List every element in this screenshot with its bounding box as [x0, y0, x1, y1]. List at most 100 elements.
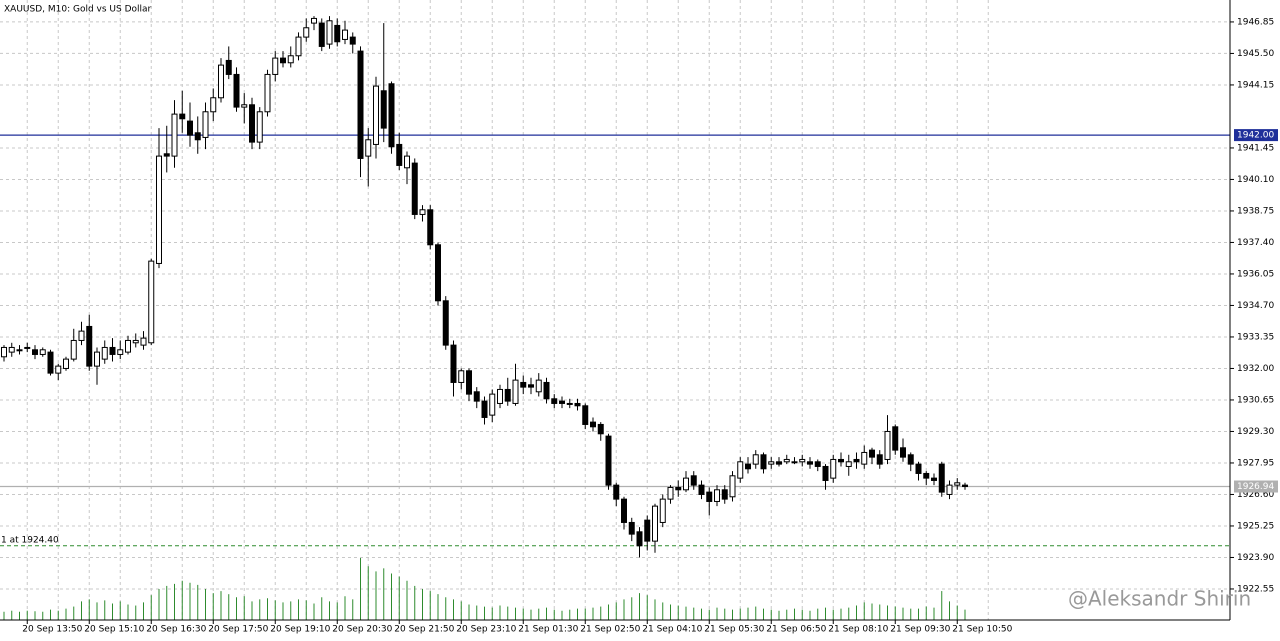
candle-body [280, 57, 286, 64]
candle-body [822, 465, 829, 481]
candle-body [411, 162, 418, 215]
candle-body [295, 36, 302, 57]
y-tick-label: 1922.55 [1237, 584, 1274, 594]
candle-body [752, 454, 759, 465]
candle-body [675, 486, 682, 491]
candle-body [497, 388, 503, 404]
price-level-box [1234, 480, 1278, 493]
candle-body [16, 349, 23, 352]
x-tick-label: 21 Sep 06:50 [766, 625, 826, 635]
candle-body [94, 351, 100, 367]
candle-body [605, 435, 612, 486]
candle-body [342, 29, 348, 40]
candle-body [559, 400, 565, 404]
candle-body [481, 400, 488, 418]
candle-body [8, 346, 15, 353]
x-tick-label: 20 Sep 20:30 [332, 625, 392, 635]
y-tick-label: 1941.45 [1237, 143, 1274, 153]
candle-body [318, 22, 325, 47]
candle-body [962, 484, 968, 488]
candle-body [101, 346, 108, 360]
candle-body [489, 393, 496, 416]
y-tick-label: 1944.15 [1237, 80, 1274, 90]
candle-body [86, 325, 93, 367]
candle-body [714, 489, 720, 502]
x-tick-label: 20 Sep 21:50 [394, 625, 454, 635]
x-tick-label: 20 Sep 15:10 [84, 625, 144, 635]
candle-body [311, 17, 317, 24]
candle-body [776, 461, 782, 465]
y-tick-label: 1926.60 [1237, 490, 1274, 500]
candle-body [334, 24, 341, 43]
candle-body [838, 458, 844, 463]
candle-body [613, 484, 620, 500]
candle-body [194, 132, 201, 141]
candle-body [938, 463, 945, 493]
candle-body [148, 260, 155, 344]
candle-body [791, 461, 798, 464]
y-tick-label: 1929.30 [1237, 427, 1274, 437]
candle-body [272, 57, 279, 75]
candle-body [256, 111, 263, 143]
candle-body [24, 346, 31, 349]
candle-body [458, 370, 465, 383]
candle-body [621, 498, 627, 523]
candle-body [915, 463, 922, 474]
candle-body [652, 505, 658, 542]
candle-body [799, 458, 806, 463]
candle-body [853, 458, 860, 463]
candle-body [590, 421, 596, 428]
y-tick-label: 1930.65 [1237, 395, 1274, 405]
chart-title: XAUUSD, M10: Gold vs US Dollar [4, 5, 152, 15]
candle-body [419, 209, 426, 215]
candle-body [233, 73, 240, 108]
candle-body [721, 489, 728, 500]
x-tick-label: 21 Sep 02:50 [580, 625, 640, 635]
candle-body [435, 244, 441, 302]
candle-body [923, 472, 930, 479]
x-tick-label: 21 Sep 09:30 [890, 625, 950, 635]
candles [1, 16, 968, 558]
candle-body [47, 351, 54, 374]
candle-body [225, 59, 232, 75]
candle-body [442, 300, 449, 346]
candle-body [326, 20, 333, 45]
candle-body [303, 27, 310, 38]
candle-body [504, 388, 511, 402]
candle-body [1, 346, 7, 358]
y-tick-label: 1940.10 [1237, 175, 1274, 185]
candle-body [396, 143, 403, 166]
candle-body [125, 339, 131, 353]
candle-body [644, 519, 651, 542]
candle-body [659, 498, 666, 523]
candle-body [63, 358, 69, 369]
x-tick-label: 21 Sep 04:10 [642, 625, 702, 635]
candle-body [373, 85, 379, 145]
candle-body [210, 97, 217, 113]
candle-body [70, 339, 77, 360]
candle-body [876, 454, 883, 465]
candle-body [404, 155, 410, 169]
candle-body [39, 349, 46, 355]
candle-body [566, 402, 573, 405]
candle-body [287, 55, 294, 64]
candle-body [636, 531, 643, 547]
candle-body [574, 402, 581, 407]
candle-body [450, 344, 457, 383]
candle-body [349, 36, 356, 45]
candle-body [845, 461, 852, 467]
candle-body [900, 447, 906, 458]
y-tick-label: 1925.25 [1237, 521, 1274, 531]
order-line-label: 1 at 1924.40 [1, 535, 59, 545]
candle-body [628, 521, 635, 535]
candle-body [357, 50, 364, 159]
y-tick-label: 1933.35 [1237, 332, 1274, 342]
y-tick-label: 1927.95 [1237, 458, 1274, 468]
candle-body [884, 430, 891, 460]
candle-body [218, 64, 224, 99]
candle-body [946, 484, 953, 495]
candle-body [528, 384, 534, 388]
candle-body [466, 370, 472, 395]
